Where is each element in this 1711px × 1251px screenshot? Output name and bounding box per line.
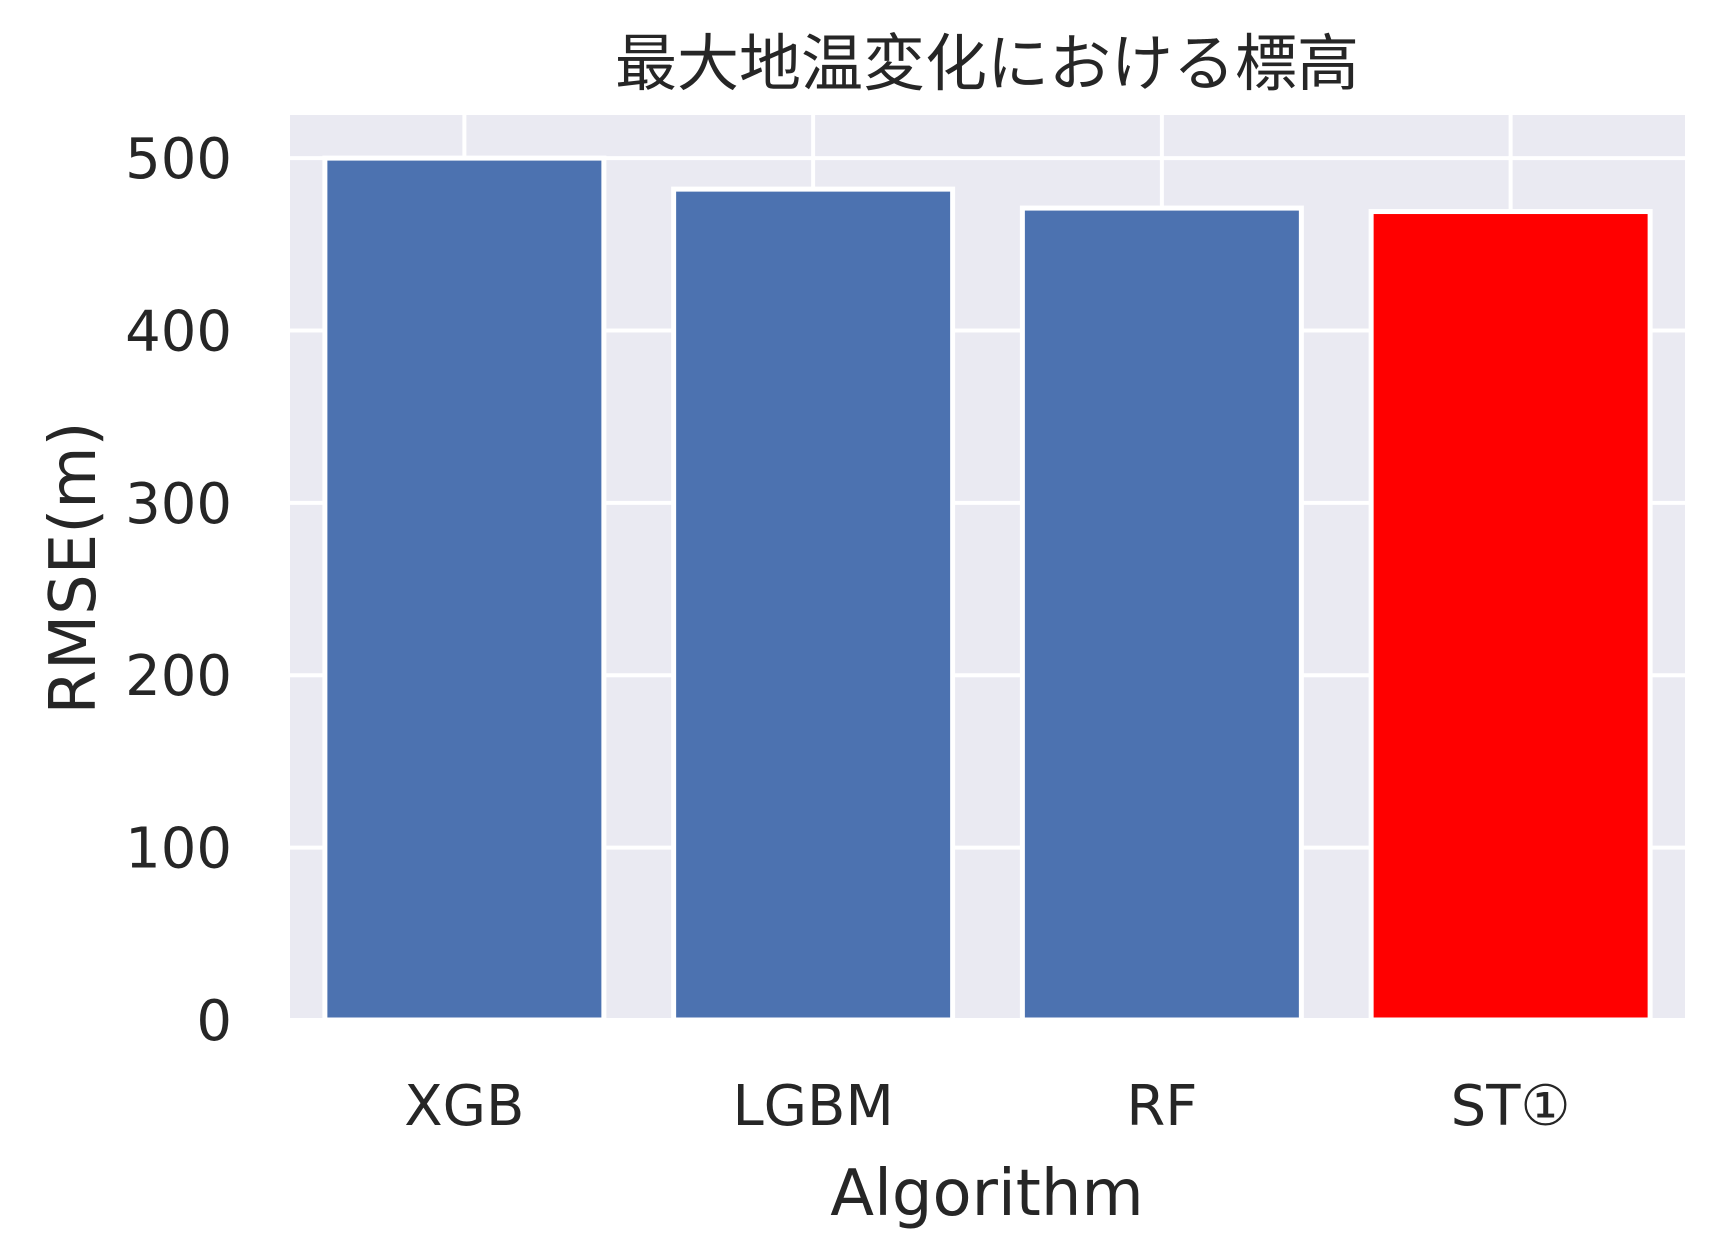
bar-ST①	[1368, 209, 1653, 1023]
y-tick-label: 0	[196, 989, 232, 1054]
y-tick-label: 300	[125, 472, 232, 537]
x-tick-label: LGBM	[732, 1074, 893, 1139]
bar-LGBM	[671, 186, 956, 1023]
x-tick-label: ST①	[1451, 1074, 1571, 1139]
x-tick-label: RF	[1126, 1074, 1197, 1139]
chart-title: 最大地温変化における標高	[615, 27, 1359, 100]
y-tick-label: 200	[125, 644, 232, 709]
y-tick-labels: 0 100 200 300 400 500	[125, 127, 232, 1054]
y-tick-label: 500	[125, 127, 232, 192]
bar-XGB	[322, 155, 607, 1023]
bars	[322, 155, 1653, 1023]
x-tick-labels: XGB LGBM RF ST①	[404, 1074, 1570, 1139]
bar-RF	[1019, 205, 1304, 1023]
x-tick-label: XGB	[404, 1074, 524, 1139]
y-tick-label: 400	[125, 299, 232, 364]
y-tick-label: 100	[125, 817, 232, 882]
y-axis-label: RMSE(m)	[37, 421, 111, 714]
x-axis-label: Algorithm	[830, 1157, 1143, 1231]
